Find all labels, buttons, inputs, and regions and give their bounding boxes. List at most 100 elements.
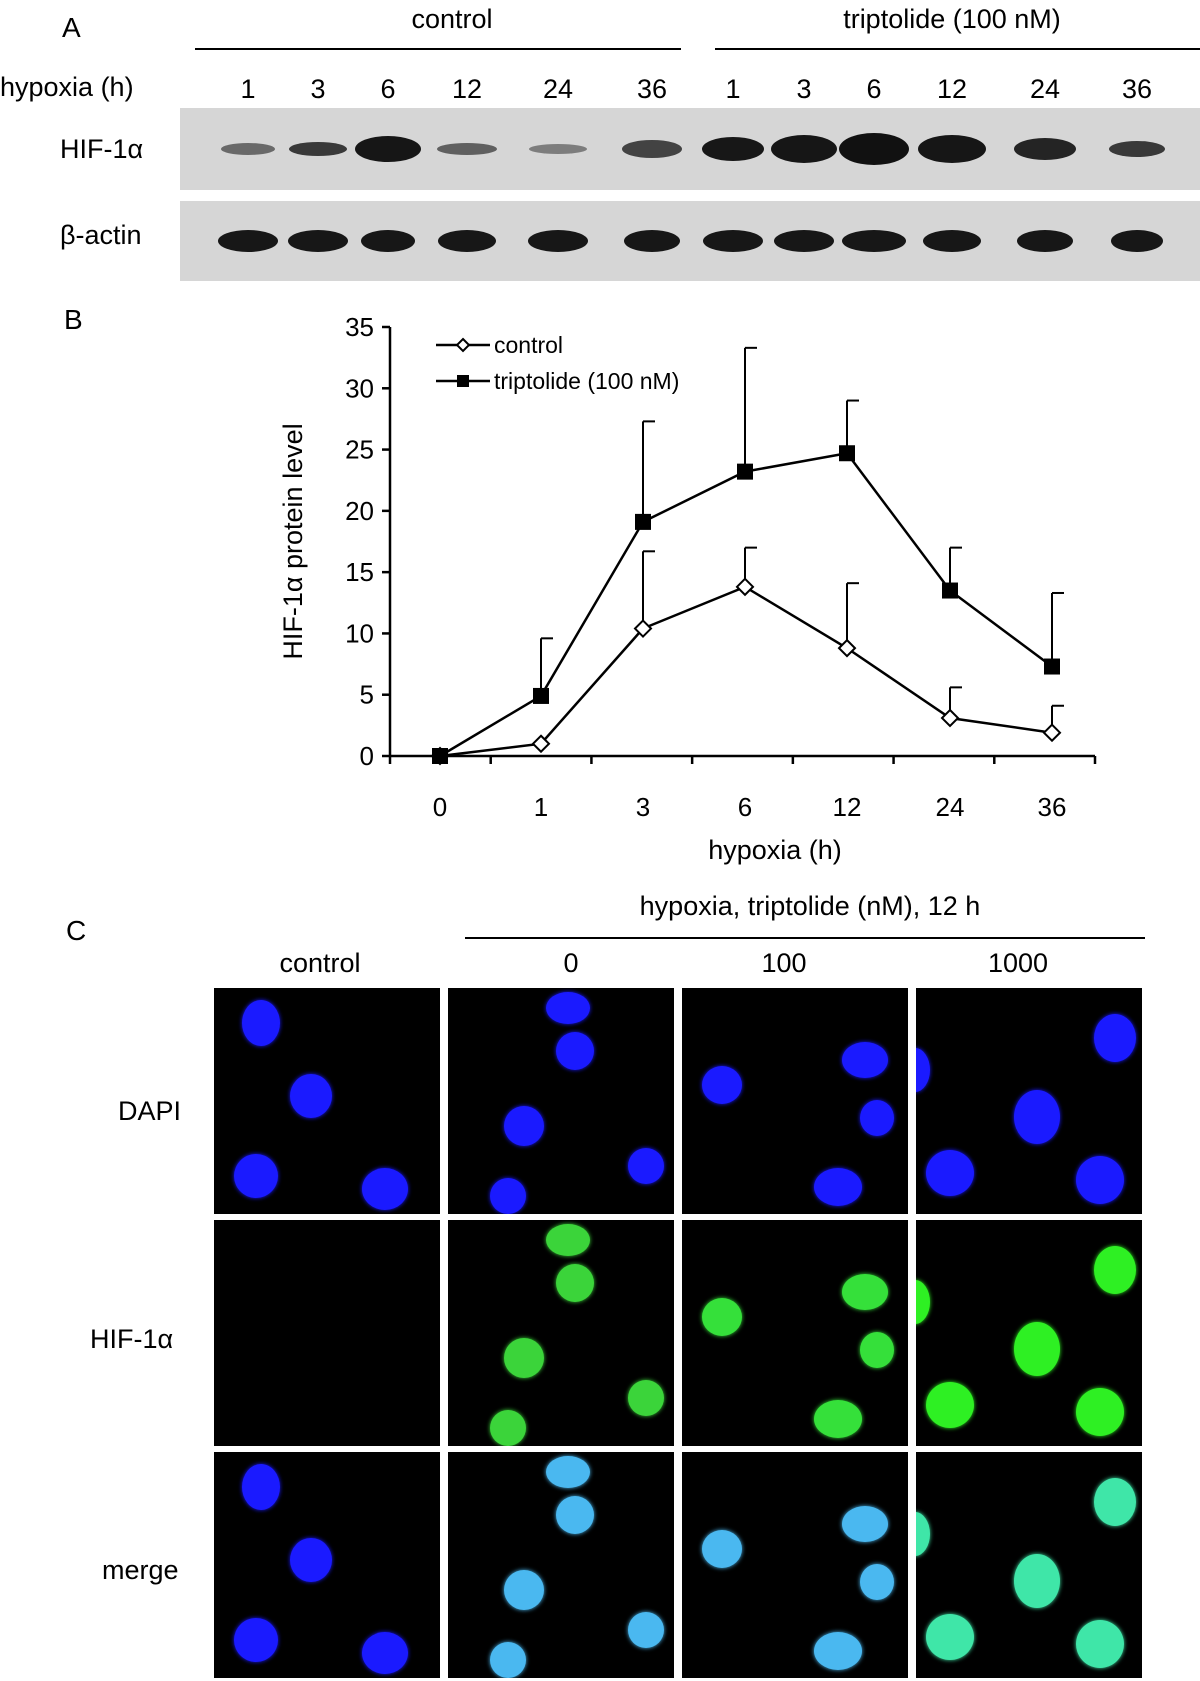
micrograph-tile <box>916 1452 1142 1678</box>
nucleus <box>546 992 590 1024</box>
panel-c-letter: C <box>66 915 87 946</box>
lane-number: 12 <box>451 74 483 104</box>
nucleus <box>628 1148 664 1184</box>
group-label-control: control <box>411 4 493 34</box>
actin-blot-strip <box>180 201 1200 281</box>
y-tick-label: 20 <box>345 496 374 526</box>
actin-band <box>1017 230 1073 252</box>
hif-band <box>1109 141 1165 157</box>
legend-label: triptolide (100 nM) <box>494 368 679 394</box>
nucleus <box>860 1100 894 1136</box>
nucleus <box>842 1274 888 1310</box>
series-triptolide <box>432 346 1064 764</box>
lane-number: 6 <box>380 74 396 104</box>
row-label-dapi: DAPI <box>118 1096 182 1126</box>
nucleus <box>242 1464 280 1510</box>
data-point <box>735 577 755 597</box>
nucleus <box>702 1530 742 1568</box>
nucleus <box>926 1614 974 1660</box>
series-line <box>439 451 1053 758</box>
data-point <box>432 748 448 764</box>
legend-marker <box>457 375 469 387</box>
x-tick-label: 12 <box>833 792 862 822</box>
control-group-bracket <box>195 48 681 50</box>
series-control <box>430 546 1064 766</box>
nucleus <box>546 1456 590 1488</box>
nucleus <box>490 1410 526 1446</box>
y-tick-label: 0 <box>360 741 374 771</box>
nucleus <box>814 1400 862 1438</box>
column-label-1000: 1000 <box>987 948 1049 978</box>
legend: control triptolide (100 nM) <box>436 332 679 394</box>
nucleus <box>490 1642 526 1678</box>
panel-a-letter: A <box>62 12 81 43</box>
micrograph-tile <box>448 1220 674 1446</box>
y-tick-label: 5 <box>360 680 374 710</box>
nucleus <box>1094 1014 1136 1062</box>
lane-number: 24 <box>542 74 574 104</box>
nucleus <box>916 1512 930 1556</box>
row-label-merge: merge <box>102 1555 179 1585</box>
micrograph-tile <box>916 988 1142 1214</box>
nucleus <box>242 1000 280 1046</box>
micrograph-tile <box>682 988 908 1214</box>
nucleus <box>1014 1322 1060 1376</box>
hif-band <box>437 143 497 155</box>
hif-band-layer <box>221 133 1165 165</box>
nucleus <box>926 1150 974 1196</box>
column-label-100: 100 <box>761 948 807 978</box>
nucleus <box>1014 1090 1060 1144</box>
nucleus <box>842 1042 888 1078</box>
micrograph-tile <box>916 1220 1142 1446</box>
legend-marker <box>455 337 471 353</box>
nucleus <box>842 1506 888 1542</box>
actin-band <box>624 230 680 252</box>
panel-c-header: hypoxia, triptolide (nM), 12 h <box>639 891 981 921</box>
y-tick-label: 15 <box>345 557 374 587</box>
nucleus <box>860 1332 894 1368</box>
lane-number: 1 <box>240 74 256 104</box>
micrograph-tile <box>682 1220 908 1446</box>
hif-band <box>221 143 275 155</box>
actin-band <box>218 230 278 252</box>
data-point <box>837 638 857 658</box>
data-point <box>1042 723 1062 743</box>
nucleus <box>814 1632 862 1670</box>
nucleus <box>1094 1246 1136 1294</box>
nucleus <box>290 1074 332 1118</box>
y-tick-label: 25 <box>345 435 374 465</box>
data-point <box>737 463 753 480</box>
lane-number: 24 <box>1029 74 1061 104</box>
nucleus <box>702 1066 742 1104</box>
lane-number: 3 <box>796 74 812 104</box>
data-point <box>633 619 653 638</box>
blot-label-actin: β-actin <box>60 220 142 250</box>
nucleus <box>1076 1156 1124 1204</box>
nucleus <box>916 1048 930 1092</box>
nucleus <box>362 1168 408 1210</box>
panel-b-letter: B <box>64 304 83 335</box>
nucleus <box>860 1564 894 1600</box>
actin-band <box>703 230 763 252</box>
hif-band <box>355 136 421 162</box>
treatment-bracket <box>465 937 1145 939</box>
nucleus <box>504 1570 544 1610</box>
nucleus <box>490 1178 526 1214</box>
lane-number: 36 <box>636 74 668 104</box>
y-tick-label: 30 <box>345 373 374 403</box>
nucleus <box>234 1154 278 1198</box>
nucleus <box>1014 1554 1060 1608</box>
legend-label: control <box>494 332 563 358</box>
nucleus <box>814 1168 862 1206</box>
x-tick-label: 24 <box>936 792 965 822</box>
actin-band <box>288 230 348 252</box>
hif-band <box>1014 138 1076 160</box>
nucleus <box>546 1224 590 1256</box>
hif-band <box>289 142 347 156</box>
hif-band <box>771 135 837 163</box>
hypoxia-row-label: hypoxia (h) <box>0 72 134 102</box>
actin-band-layer <box>218 230 1163 252</box>
hif-band <box>702 137 764 161</box>
group-label-triptolide: triptolide (100 nM) <box>843 4 1061 34</box>
